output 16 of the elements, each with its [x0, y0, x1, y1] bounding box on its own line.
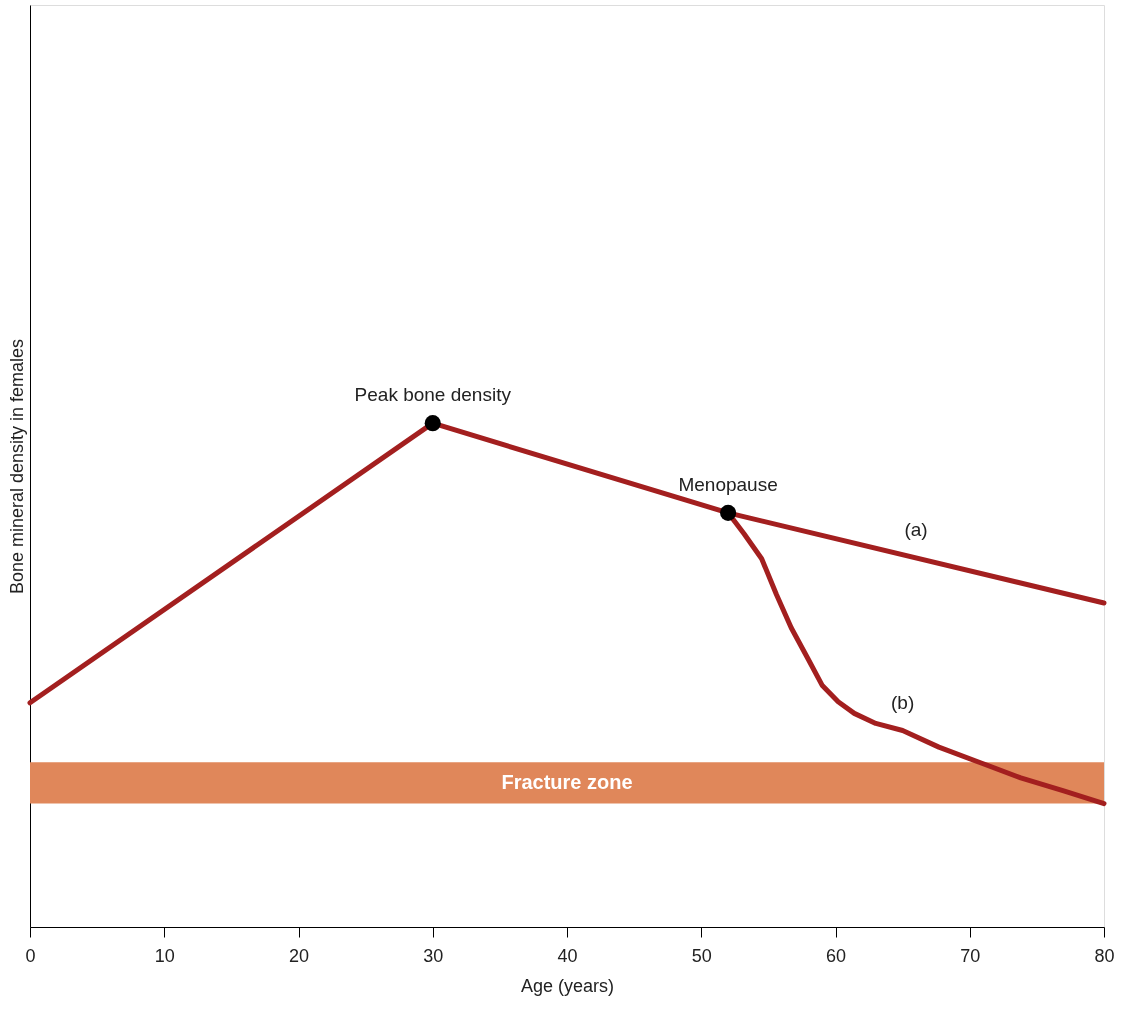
band-label: Fracture zone: [501, 770, 633, 793]
annotation: (a): [904, 519, 928, 541]
x-tick-label: 40: [557, 945, 578, 966]
annotation: Menopause: [678, 473, 778, 495]
x-axis-title: Age (years): [520, 975, 615, 996]
x-tick-label: 20: [288, 945, 310, 966]
y-axis-title: Bone mineral density in females: [6, 338, 27, 595]
x-tick-label: 10: [154, 945, 175, 966]
annotation: Peak bone density: [354, 384, 512, 406]
x-tick-label: 70: [960, 945, 981, 966]
x-tick-label: 80: [1094, 945, 1115, 966]
x-tick-label: 60: [825, 945, 847, 966]
annotation: (b): [891, 691, 915, 713]
x-tick-label: 0: [25, 945, 36, 966]
x-tick-label: 30: [423, 945, 444, 966]
x-tick-label: 50: [691, 945, 712, 966]
